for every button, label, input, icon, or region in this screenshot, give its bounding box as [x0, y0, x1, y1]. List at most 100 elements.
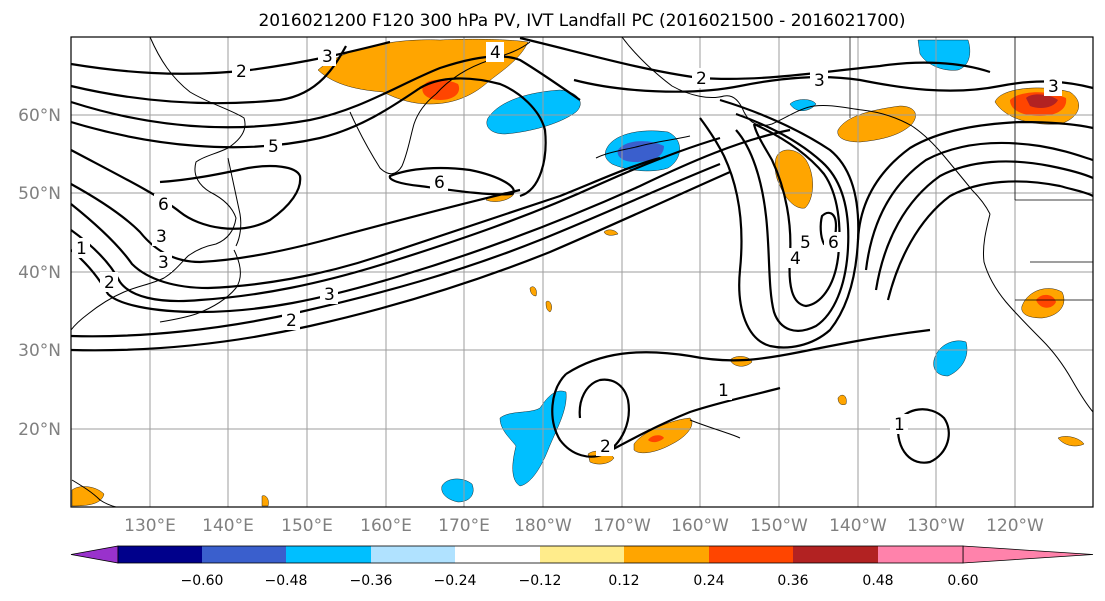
- pv-strong-region-kamchatka: [422, 79, 460, 100]
- contour-line-5: [70, 77, 547, 198]
- contour-label: 3: [158, 253, 169, 273]
- contour-label: 4: [490, 43, 501, 63]
- contour-label-bg: [282, 310, 300, 330]
- coastline-alaska: [621, 36, 991, 215]
- pv-positive-spot-6: [837, 394, 847, 405]
- coastline-borders: [849, 37, 1093, 301]
- contour-label: 1: [894, 415, 905, 435]
- lon-label-150e: 150°E: [281, 516, 333, 536]
- colorbar-tick-label: 0.12: [608, 573, 639, 589]
- coastlines: [70, 36, 1094, 508]
- map-frame: [70, 36, 1094, 508]
- map-panel: 2 3 4 5 6 6 3 2 1 2 3 2 3 3: [70, 36, 1094, 508]
- contour-line-jet-1: [70, 183, 521, 264]
- contour-line-east-3: [874, 160, 1094, 291]
- colorbar-segment: [793, 546, 878, 563]
- coastline-philippines: [71, 479, 117, 508]
- contour-line-east-4: [886, 180, 1094, 301]
- colorbar-segment: [709, 546, 793, 563]
- contour-label: 3: [322, 47, 333, 67]
- coastline-hawaii: [689, 419, 741, 439]
- colorbar-tick-label: −0.36: [350, 573, 393, 589]
- contour-line-east-2: [864, 141, 1094, 271]
- contour-line-trough-outer: [699, 98, 860, 349]
- contour-label: 5: [268, 137, 279, 157]
- contour-line-jet-3: [70, 136, 721, 303]
- colorbar-segment: [371, 546, 455, 563]
- pv-positive-spot-3: [529, 286, 537, 297]
- colorbar-tick-label: 0.24: [693, 573, 724, 589]
- contour-label-bg: [486, 42, 504, 62]
- lon-label-140w: 140°W: [829, 516, 887, 536]
- contour-line-4: [70, 55, 581, 129]
- pv-negative-core-aleutian: [617, 141, 664, 162]
- contour-label: 1: [718, 381, 729, 401]
- lat-label-20n: 20°N: [18, 420, 61, 440]
- contour-label: 3: [324, 285, 335, 305]
- contour-label-bg: [152, 226, 170, 246]
- pv-negative-region-south: [441, 478, 474, 503]
- contour-label-bg: [810, 70, 828, 90]
- contour-label: 2: [600, 437, 611, 457]
- map-title: 2016021200 F120 300 hPa PV, IVT Landfall…: [258, 11, 905, 31]
- lon-label-120w: 120°W: [986, 516, 1044, 536]
- contour-label: 2: [104, 273, 115, 293]
- contour-label-bg: [232, 60, 250, 80]
- coastline-kamchatka: [349, 93, 437, 175]
- lat-label-50n: 50°N: [18, 184, 61, 204]
- lat-label-60n: 60°N: [18, 106, 61, 126]
- pv-positive-spot-8: [261, 495, 269, 507]
- contour-line-1-subtropic: [565, 328, 931, 375]
- contour-label-bg: [154, 252, 172, 272]
- lon-label-150w: 150°W: [750, 516, 808, 536]
- lon-label-160e: 160°E: [360, 516, 412, 536]
- contour-line-loop: [551, 373, 630, 458]
- contour-label: 6: [828, 233, 839, 253]
- pv-positive-spot-7: [1057, 436, 1085, 447]
- contour-label-bg: [72, 238, 90, 258]
- pv-strong-region-hawaii: [648, 435, 664, 443]
- lon-label-170e: 170°E: [438, 516, 490, 536]
- colorbar-segment: [202, 546, 286, 563]
- colorbar: −0.60 −0.48 −0.36 −0.24 −0.12 0.12 0.24 …: [70, 545, 1094, 589]
- contour-label-bg: [786, 248, 804, 268]
- contour-label: 2: [236, 62, 247, 82]
- coastline-sakhalin: [227, 157, 242, 247]
- contour-label: 3: [156, 227, 167, 247]
- colorbar-tick-label: −0.24: [434, 573, 477, 589]
- contour-label-bg: [154, 194, 172, 214]
- contour-label: 5: [800, 233, 811, 253]
- pv-positive-spot-2: [603, 229, 619, 236]
- colorbar-tick-label: −0.12: [519, 573, 562, 589]
- contour-label-bg: [796, 232, 814, 252]
- colorbar-segment: [878, 546, 963, 563]
- contour-label: 6: [434, 173, 445, 193]
- contour-label: 3: [1048, 77, 1059, 97]
- pv-positive-spot-9: [71, 486, 105, 507]
- colorbar-left-extension: [70, 545, 119, 564]
- colorbar-tick-label: −0.48: [265, 573, 308, 589]
- lat-label-30n: 30°N: [18, 341, 61, 361]
- contour-line-1-east-loop: [896, 408, 950, 464]
- pv-negative-region-subtropical: [499, 390, 567, 487]
- pv-strong-region-southwest-us: [1036, 294, 1056, 308]
- latitude-labels: 60°N 50°N 40°N 30°N 20°N: [18, 106, 61, 440]
- colorbar-segment: [118, 546, 202, 563]
- contour-label: 2: [286, 311, 297, 331]
- pv-negative-spot-alaska: [789, 99, 817, 111]
- lon-label-170w: 170°W: [593, 516, 651, 536]
- contour-line-trough-middle: [735, 112, 850, 332]
- lon-label-130w: 130°W: [907, 516, 965, 536]
- contour-label: 3: [814, 71, 825, 91]
- colorbar-segment: [624, 546, 709, 563]
- contour-label-bg: [824, 232, 842, 252]
- contour-label-bg: [430, 172, 448, 192]
- contour-label: 6: [158, 195, 169, 215]
- contour-label-bg: [1044, 76, 1062, 96]
- longitude-labels: 130°E 140°E 150°E 160°E 170°E 180°W 170°…: [124, 516, 1044, 536]
- lon-label-180w: 180°W: [514, 516, 572, 536]
- contour-line-3-south: [70, 170, 731, 352]
- contour-line-2-south: [70, 162, 721, 338]
- contour-label-bg: [890, 414, 908, 434]
